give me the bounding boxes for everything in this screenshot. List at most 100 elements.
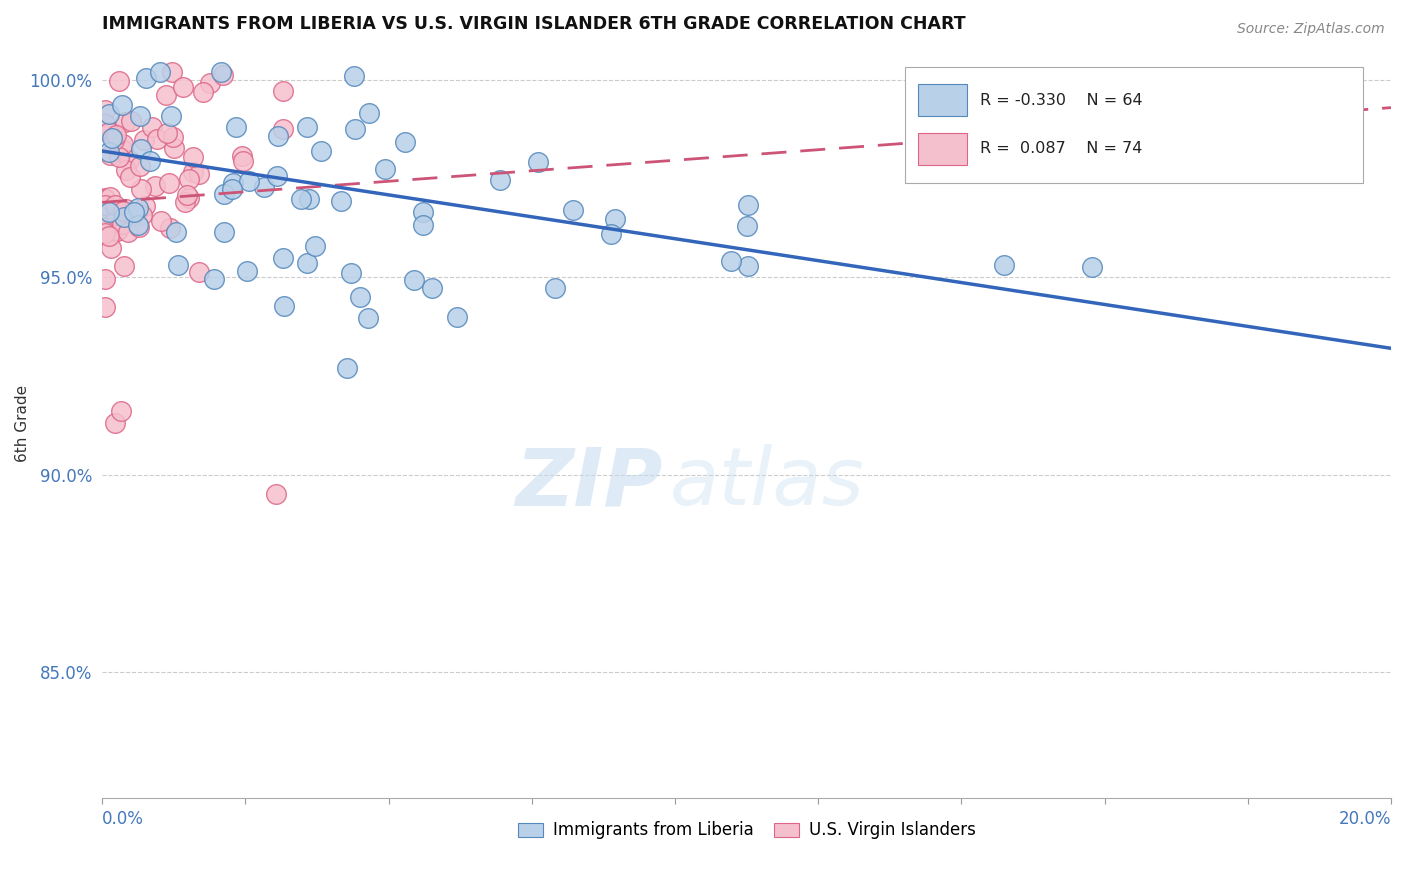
Point	[412, 205, 434, 219]
Point	[94, 117, 117, 131]
Point	[150, 213, 173, 227]
Point	[127, 219, 149, 233]
Point	[231, 149, 253, 163]
Point	[212, 68, 235, 82]
Point	[309, 145, 332, 159]
Point	[134, 199, 156, 213]
Point	[112, 260, 135, 274]
Legend: Immigrants from Liberia, U.S. Virgin Islanders: Immigrants from Liberia, U.S. Virgin Isl…	[512, 814, 981, 846]
Point	[349, 290, 371, 304]
Point	[129, 159, 152, 173]
Point	[94, 191, 117, 205]
Y-axis label: 6th Grade: 6th Grade	[15, 384, 30, 462]
Point	[129, 182, 152, 196]
Point	[129, 109, 152, 123]
Point	[993, 259, 1015, 273]
Text: R =  0.087    N = 74: R = 0.087 N = 74	[980, 142, 1142, 156]
Point	[222, 176, 245, 190]
Point	[94, 198, 117, 212]
Point	[165, 225, 187, 239]
Point	[238, 174, 260, 188]
Point	[120, 113, 142, 128]
Point	[128, 219, 150, 234]
Point	[112, 137, 135, 152]
Point	[111, 98, 134, 112]
Point	[94, 204, 117, 219]
Point	[330, 194, 353, 209]
Point	[420, 281, 443, 295]
Point	[98, 225, 121, 239]
Point	[605, 211, 627, 226]
Point	[176, 188, 198, 202]
Text: Source: ZipAtlas.com: Source: ZipAtlas.com	[1237, 22, 1385, 37]
Point	[104, 208, 127, 222]
Point	[177, 191, 200, 205]
Point	[145, 179, 167, 194]
Point	[264, 487, 287, 501]
Point	[221, 182, 243, 196]
Point	[344, 122, 367, 136]
Point	[357, 310, 380, 325]
Point	[177, 172, 200, 186]
Point	[100, 190, 122, 204]
Point	[131, 142, 153, 156]
Point	[253, 179, 276, 194]
Point	[114, 114, 136, 128]
Point	[374, 161, 396, 176]
Point	[139, 153, 162, 168]
Point	[121, 208, 143, 222]
Point	[202, 271, 225, 285]
Point	[720, 254, 742, 268]
Point	[295, 256, 318, 270]
Point	[183, 165, 205, 179]
Point	[155, 88, 177, 103]
Point	[561, 203, 583, 218]
Point	[105, 224, 128, 238]
Point	[112, 204, 135, 219]
Point	[115, 163, 138, 178]
Point	[225, 120, 247, 134]
Point	[122, 204, 145, 219]
Point	[266, 169, 288, 183]
Point	[173, 195, 195, 210]
Point	[209, 65, 232, 79]
Point	[101, 125, 124, 139]
Point	[97, 107, 120, 121]
Point	[335, 360, 357, 375]
Point	[402, 273, 425, 287]
Point	[146, 132, 169, 146]
Point	[118, 153, 141, 168]
Point	[489, 173, 512, 187]
Point	[232, 154, 254, 169]
Point	[127, 201, 149, 215]
Point	[104, 128, 127, 143]
Point	[111, 143, 134, 157]
Point	[304, 238, 326, 252]
Point	[271, 122, 294, 136]
Point	[157, 176, 180, 190]
Point	[273, 299, 295, 313]
Point	[188, 265, 211, 279]
Point	[98, 229, 121, 244]
FancyBboxPatch shape	[918, 133, 967, 165]
Text: atlas: atlas	[669, 444, 865, 523]
Point	[98, 125, 121, 139]
Point	[135, 70, 157, 85]
FancyBboxPatch shape	[918, 85, 967, 116]
Point	[94, 301, 117, 315]
Point	[290, 192, 312, 206]
Point	[162, 130, 184, 145]
Point	[97, 205, 120, 219]
Point	[103, 133, 125, 147]
Text: ZIP: ZIP	[516, 444, 662, 523]
Point	[110, 404, 132, 418]
Point	[94, 220, 117, 235]
Point	[298, 192, 321, 206]
Point	[94, 226, 117, 240]
Point	[108, 150, 131, 164]
Point	[187, 167, 209, 181]
Point	[200, 76, 222, 90]
Point	[104, 417, 127, 431]
Point	[295, 120, 318, 134]
Point	[359, 106, 381, 120]
